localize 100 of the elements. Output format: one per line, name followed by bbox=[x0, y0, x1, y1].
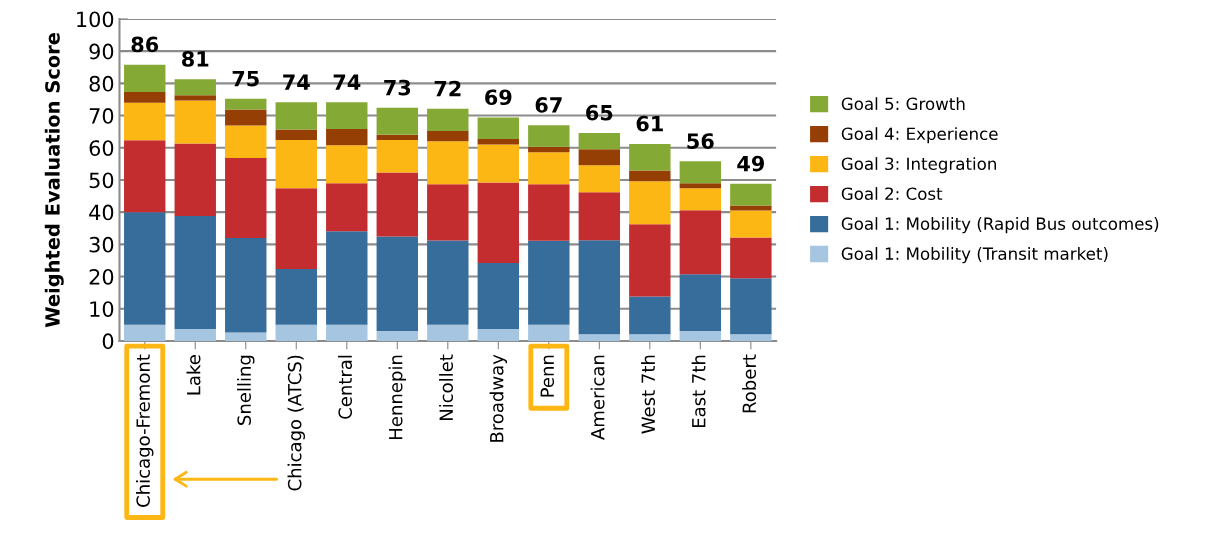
y-tick-label: 70 bbox=[89, 108, 114, 124]
bar bbox=[730, 278, 772, 335]
total-label: 49 bbox=[737, 155, 765, 172]
bar bbox=[427, 240, 469, 325]
y-tick-label: 40 bbox=[89, 204, 114, 221]
bar bbox=[679, 188, 722, 211]
legend-label: Goal 1: Mobility (Rapid Bus outcomes) bbox=[841, 217, 1159, 234]
x-tick-label: Broadway bbox=[489, 354, 508, 442]
x-tick-label: East 7th bbox=[691, 355, 706, 428]
legend-label: Goal 2: Cost bbox=[841, 187, 943, 201]
total-label: 81 bbox=[182, 51, 209, 67]
bar bbox=[275, 102, 317, 130]
bar bbox=[326, 324, 368, 341]
y-tick-label: 100 bbox=[77, 11, 114, 28]
bar bbox=[326, 231, 368, 325]
bar bbox=[477, 329, 520, 341]
bar bbox=[730, 210, 772, 238]
bar bbox=[477, 182, 520, 264]
legend-label: Goal 5: Growth bbox=[841, 97, 965, 111]
bar bbox=[477, 263, 520, 330]
bar bbox=[427, 131, 469, 142]
y-tick-label: 30 bbox=[89, 236, 114, 253]
bar bbox=[528, 184, 570, 241]
x-tick-label: Hennepin bbox=[388, 355, 407, 439]
bar bbox=[275, 324, 317, 341]
total-label: 61 bbox=[636, 115, 663, 132]
bar bbox=[124, 64, 166, 93]
y-axis-title: Weighted Evaluation Score bbox=[44, 32, 64, 328]
bar bbox=[174, 329, 216, 341]
bar bbox=[679, 330, 722, 341]
bar bbox=[225, 109, 267, 126]
legend-label: Goal 3: Integration bbox=[841, 157, 996, 174]
total-label: 69 bbox=[485, 89, 512, 106]
bar bbox=[730, 334, 772, 341]
bar bbox=[629, 224, 671, 297]
x-tick-label: American bbox=[590, 355, 605, 440]
bar bbox=[679, 161, 722, 184]
bar bbox=[578, 334, 621, 341]
bar bbox=[225, 125, 267, 159]
bar bbox=[174, 143, 216, 216]
total-label: 65 bbox=[586, 104, 613, 121]
bar bbox=[124, 102, 166, 141]
x-tick-label: Robert bbox=[742, 354, 757, 413]
bar bbox=[629, 143, 671, 171]
bar bbox=[326, 129, 368, 146]
bar bbox=[376, 107, 418, 135]
bar bbox=[629, 181, 671, 225]
bar bbox=[275, 129, 317, 141]
y-tick-label: 60 bbox=[89, 140, 114, 156]
total-label: 74 bbox=[283, 74, 310, 90]
bar bbox=[578, 149, 621, 166]
bar bbox=[629, 296, 671, 335]
bar bbox=[275, 269, 317, 325]
bar bbox=[225, 332, 267, 341]
bar bbox=[275, 188, 317, 270]
bar bbox=[376, 140, 418, 173]
bar bbox=[528, 125, 570, 147]
bar bbox=[376, 330, 418, 341]
y-tick-label: 50 bbox=[89, 172, 114, 189]
bar bbox=[174, 100, 216, 144]
total-label: 56 bbox=[687, 133, 714, 149]
bar bbox=[376, 236, 418, 331]
total-label: 73 bbox=[384, 79, 411, 96]
bar bbox=[477, 117, 520, 140]
bar bbox=[528, 146, 570, 153]
bar bbox=[124, 92, 166, 103]
bar bbox=[427, 184, 469, 241]
bar bbox=[326, 183, 368, 232]
bar bbox=[275, 140, 317, 189]
bar bbox=[477, 144, 520, 183]
legend-label: Goal 4: Experience bbox=[841, 127, 998, 144]
x-tick-label: Penn bbox=[540, 355, 555, 397]
x-tick-label: Snelling bbox=[237, 355, 255, 425]
bar bbox=[427, 324, 469, 341]
bar bbox=[225, 158, 267, 238]
bar bbox=[174, 95, 216, 101]
bar bbox=[376, 172, 418, 237]
bar bbox=[679, 274, 722, 331]
y-tick-label: 0 bbox=[102, 333, 114, 350]
bar bbox=[477, 139, 520, 145]
y-tick-label: 80 bbox=[89, 75, 114, 92]
bar bbox=[578, 240, 621, 335]
total-label: 86 bbox=[131, 36, 159, 53]
x-tick-label: Chicago (ATCS) bbox=[287, 355, 306, 491]
bar bbox=[225, 98, 267, 110]
x-tick-label: Nicollet bbox=[439, 354, 454, 421]
bar bbox=[629, 334, 671, 341]
bar bbox=[174, 79, 216, 96]
bar bbox=[730, 183, 772, 206]
y-tick-label: 10 bbox=[90, 301, 114, 317]
bar bbox=[124, 324, 166, 341]
legend-label: Goal 1: Mobility (Transit market) bbox=[841, 247, 1108, 264]
bar bbox=[679, 183, 722, 189]
x-tick-label: Central bbox=[338, 355, 353, 419]
bar bbox=[528, 240, 570, 325]
total-label: 74 bbox=[333, 74, 361, 90]
bar bbox=[427, 108, 469, 132]
y-tick-label: 20 bbox=[89, 268, 114, 285]
x-tick-label: Lake bbox=[186, 355, 201, 395]
bar bbox=[174, 216, 216, 330]
